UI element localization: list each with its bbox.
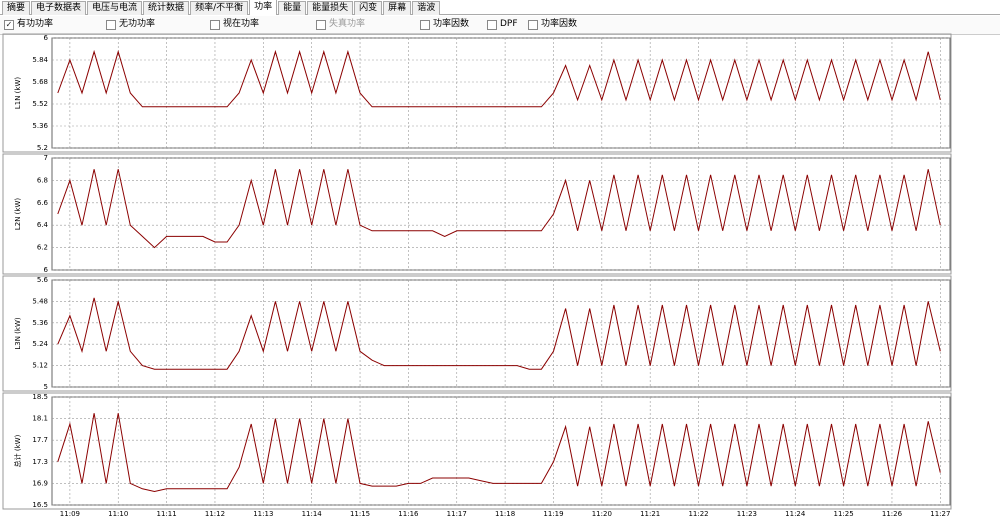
plot-area (51, 279, 951, 388)
panel-frame (2, 392, 952, 510)
checkbox[interactable]: ✓ 有功功率 (4, 19, 53, 30)
x-tick-label: 11:25 (834, 510, 854, 518)
y-tick-label: 5.84 (32, 56, 48, 64)
data-line (57, 297, 941, 370)
y-axis-label: L2N (kW) (14, 198, 22, 231)
tab[interactable]: 能量 (278, 1, 307, 15)
y-tick-label: 16.5 (32, 501, 48, 509)
tab[interactable]: 摘要 (2, 1, 31, 15)
panel-frame (2, 33, 952, 153)
x-tick-label: 11:26 (882, 510, 903, 518)
checkbox-label: 功率因数 (541, 19, 578, 29)
y-tick-label: 5.68 (32, 78, 48, 86)
data-line (57, 413, 941, 493)
x-tick-label: 11:24 (785, 510, 806, 518)
x-tick-label: 11:18 (495, 510, 515, 518)
x-tick-label: 11:12 (205, 510, 225, 518)
checkbox-box (210, 19, 220, 30)
y-tick-label: 5.2 (37, 144, 48, 152)
x-tick-label: 11:19 (543, 510, 563, 518)
x-tick-label: 11:15 (350, 510, 370, 518)
y-tick-label: 5.48 (32, 297, 48, 305)
checkbox-label: 失真功率 (329, 19, 366, 29)
y-tick-label: 6 (44, 34, 49, 42)
panel-frame (2, 153, 952, 275)
tab[interactable]: 电子数据表 (31, 1, 87, 15)
y-tick-label: 6.4 (37, 221, 49, 229)
x-tick-label: 11:23 (737, 510, 757, 518)
tab-bar: 摘要 电子数据表 电压与电流 统计数据 频率/不平衡 功率 能量 能量损失 闪变 屏幕 谐波 (0, 0, 1000, 15)
plot-area (51, 37, 951, 149)
data-line (57, 49, 941, 108)
y-tick-label: 6.2 (37, 244, 48, 252)
x-tick-label: 11:22 (688, 510, 708, 518)
y-tick-label: 17.7 (32, 436, 48, 444)
y-tick-label: 5.36 (32, 319, 48, 327)
y-axis-label: 总计 (kW) (13, 434, 22, 467)
y-tick-label: 5.12 (32, 362, 48, 370)
checkbox-label: 有功功率 (17, 19, 54, 29)
tab[interactable]: 屏幕 (383, 1, 412, 15)
plot-area (51, 157, 951, 271)
checkbox[interactable]: 视在功率 (210, 19, 259, 30)
y-tick-label: 6 (44, 266, 49, 274)
checkbox: 失真功率 (316, 19, 365, 30)
x-tick-label: 11:14 (302, 510, 323, 518)
x-tick-label: 11:16 (398, 510, 419, 518)
checkbox[interactable]: 功率因数 (528, 19, 577, 30)
y-tick-label: 5.24 (32, 340, 48, 348)
tab[interactable]: 功率 (249, 0, 278, 15)
checkbox[interactable]: 无功功率 (106, 19, 155, 30)
y-tick-label: 5.6 (37, 276, 49, 284)
tab[interactable]: 统计数据 (143, 1, 190, 15)
checkbox-box (106, 19, 116, 30)
x-tick-label: 11:27 (930, 510, 950, 518)
tab[interactable]: 频率/不平衡 (190, 1, 249, 15)
y-tick-label: 18.1 (32, 415, 48, 423)
y-tick-label: 18.5 (32, 393, 48, 401)
checkbox[interactable]: DPF (487, 19, 518, 30)
y-tick-label: 5.52 (32, 100, 48, 108)
y-tick-label: 17.3 (32, 458, 48, 466)
x-tick-label: 11:21 (640, 510, 660, 518)
y-tick-label: 5.36 (32, 122, 48, 130)
tab[interactable]: 闪变 (354, 1, 383, 15)
x-tick-label: 11:20 (592, 510, 612, 518)
y-axis-label: L1N (kW) (14, 77, 22, 110)
checkbox-box: ✓ (4, 19, 14, 30)
x-tick-label: 11:13 (253, 510, 273, 518)
y-tick-label: 7 (44, 154, 48, 162)
y-tick-label: 5 (44, 383, 48, 391)
y-tick-label: 16.9 (32, 479, 48, 487)
checkbox[interactable]: 功率因数 (420, 19, 469, 30)
plot-area (51, 396, 951, 506)
data-line (57, 169, 941, 249)
x-tick-label: 11:11 (157, 510, 177, 518)
y-axis-label: L3N (kW) (14, 317, 22, 350)
checkbox-label: 视在功率 (223, 19, 260, 29)
tab[interactable]: 谐波 (412, 1, 441, 15)
checkbox-box (420, 19, 430, 30)
y-tick-label: 6.8 (37, 176, 48, 184)
checkbox-box (528, 19, 538, 30)
panel-frame (2, 275, 952, 392)
checkbox-box (487, 19, 497, 30)
x-tick-label: 11:09 (60, 510, 80, 518)
checkbox-label: DPF (500, 19, 518, 29)
tab[interactable]: 电压与电流 (87, 1, 143, 15)
x-tick-label: 11:10 (108, 510, 128, 518)
x-tick-label: 11:17 (447, 510, 467, 518)
checkbox-label: 功率因数 (433, 19, 470, 29)
y-tick-label: 6.6 (37, 199, 49, 207)
checkbox-box (316, 19, 326, 30)
tab[interactable]: 能量损失 (307, 1, 354, 15)
checkbox-label: 无功功率 (119, 19, 156, 29)
